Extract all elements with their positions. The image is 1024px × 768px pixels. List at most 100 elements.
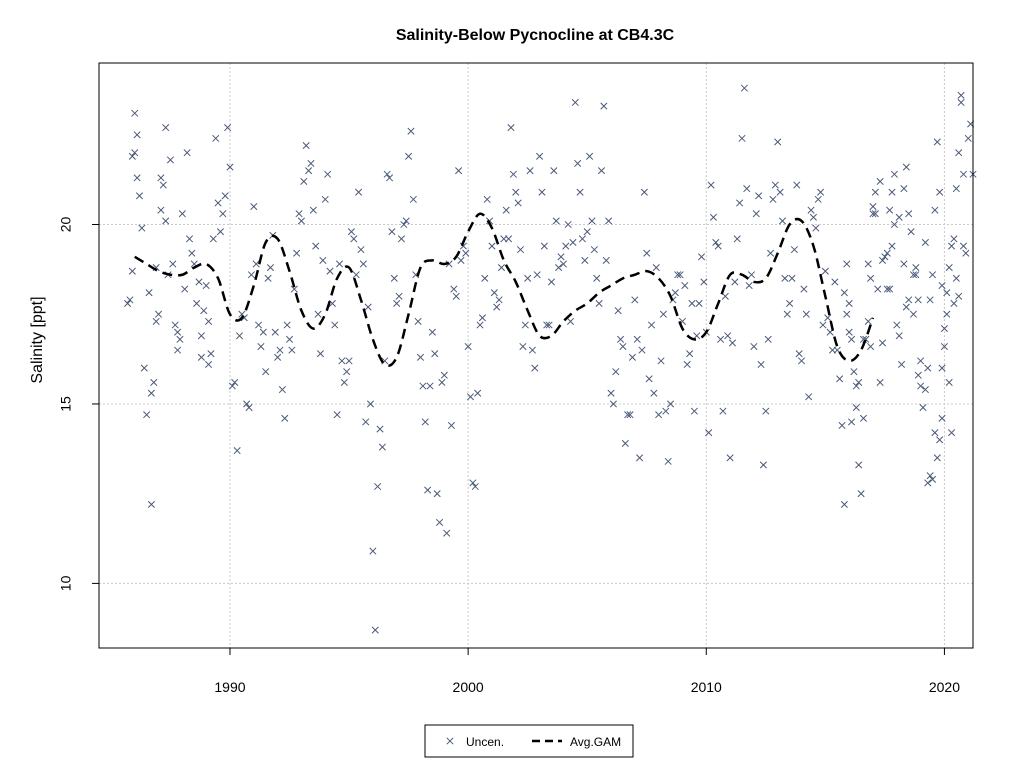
data-point	[864, 260, 872, 268]
data-point	[521, 321, 529, 329]
data-point	[771, 181, 779, 189]
data-point	[324, 170, 332, 178]
data-point	[400, 220, 408, 229]
data-point	[138, 224, 146, 232]
data-point	[938, 281, 946, 290]
data-point	[297, 217, 305, 225]
data-point	[416, 353, 425, 361]
data-point	[371, 626, 379, 634]
data-point	[216, 228, 225, 236]
data-point	[650, 389, 658, 397]
data-point	[628, 353, 637, 361]
legend: Uncen. Avg.GAM	[424, 724, 634, 758]
data-point	[888, 242, 896, 250]
data-point	[859, 414, 868, 422]
data-point	[474, 389, 482, 397]
data-point	[321, 195, 329, 203]
data-point	[745, 281, 753, 290]
data-point	[140, 364, 148, 372]
data-point	[659, 310, 667, 318]
data-point	[621, 439, 629, 447]
data-point	[607, 389, 615, 397]
data-point	[471, 482, 479, 491]
data-point	[695, 299, 703, 308]
data-point	[840, 289, 848, 297]
data-point	[905, 296, 913, 304]
data-point	[547, 278, 556, 286]
data-point	[800, 285, 808, 293]
data-point	[931, 206, 939, 214]
data-point	[393, 299, 401, 308]
data-point	[955, 292, 963, 300]
data-point	[593, 274, 601, 282]
data-point	[805, 393, 813, 401]
legend-box	[424, 724, 634, 758]
data-point	[871, 188, 879, 196]
data-point	[231, 378, 239, 386]
data-point	[133, 174, 141, 182]
data-point	[933, 454, 941, 462]
data-point	[316, 350, 325, 358]
data-point	[459, 242, 467, 250]
data-point	[424, 486, 432, 494]
x-tick-label: 2010	[691, 679, 722, 695]
data-point	[414, 317, 422, 325]
data-point	[600, 102, 608, 110]
data-point	[259, 328, 267, 336]
data-point	[388, 228, 396, 236]
data-point	[566, 317, 575, 325]
data-point	[293, 249, 301, 257]
data-point	[364, 303, 372, 311]
data-point	[683, 360, 691, 369]
data-point	[909, 271, 918, 279]
data-point	[133, 131, 141, 139]
data-point	[300, 177, 308, 185]
data-point	[295, 210, 303, 218]
data-point	[493, 303, 501, 311]
data-point	[697, 253, 706, 261]
data-point	[921, 386, 929, 394]
data-point	[283, 321, 291, 329]
data-point	[233, 447, 241, 455]
data-point	[552, 217, 560, 225]
data-point	[838, 421, 846, 430]
data-point	[131, 149, 139, 157]
data-point	[912, 271, 920, 279]
data-point	[959, 170, 968, 178]
data-point	[255, 321, 263, 329]
data-point	[926, 472, 934, 480]
data-point	[878, 339, 887, 347]
data-point	[898, 360, 906, 369]
data-point	[433, 490, 441, 498]
data-point	[707, 181, 715, 189]
data-point	[559, 260, 567, 268]
data-point	[857, 490, 865, 498]
x-axis: 1990 2000 2010 2020	[214, 648, 960, 695]
data-point	[595, 299, 603, 308]
data-point	[666, 400, 675, 408]
legend-marker-uncen	[446, 737, 454, 745]
data-point	[359, 260, 367, 268]
data-point	[712, 238, 720, 247]
data-point	[226, 163, 234, 171]
data-point	[162, 124, 170, 132]
data-point	[209, 235, 217, 243]
data-point	[717, 335, 725, 343]
data-point	[647, 321, 656, 329]
data-point	[390, 274, 398, 282]
data-point	[888, 188, 896, 196]
data-point	[616, 335, 625, 343]
data-point	[817, 188, 825, 196]
data-point	[809, 213, 817, 221]
data-point	[502, 206, 510, 214]
data-point	[643, 249, 651, 257]
data-point	[531, 364, 539, 372]
data-point	[478, 314, 486, 322]
data-point	[738, 134, 746, 142]
data-point	[162, 217, 170, 225]
data-point	[633, 335, 641, 343]
data-point	[228, 382, 236, 390]
data-point	[728, 339, 737, 347]
data-point	[150, 378, 158, 386]
